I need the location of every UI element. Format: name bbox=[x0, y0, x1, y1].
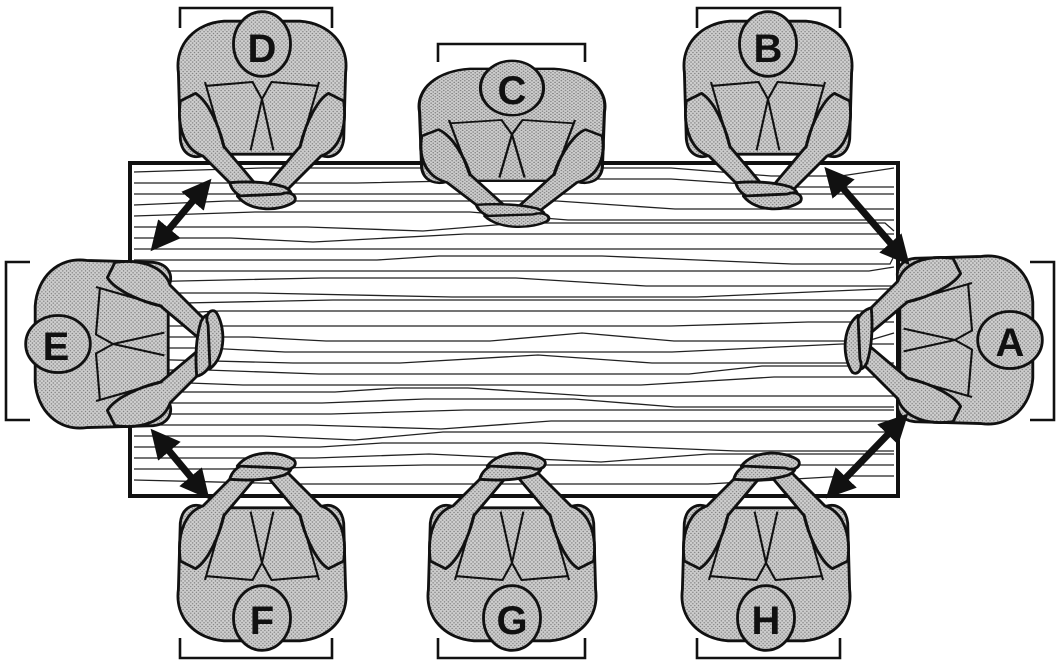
wood-grain-line bbox=[134, 409, 894, 415]
wood-grain-line bbox=[134, 398, 894, 408]
wood-grain-line bbox=[134, 387, 894, 397]
chair-g bbox=[436, 638, 587, 660]
person-h: H bbox=[680, 451, 852, 652]
person-c: C bbox=[417, 59, 607, 229]
wood-grain-line bbox=[133, 354, 894, 364]
chairs bbox=[4, 6, 1056, 660]
wood-grain-line bbox=[134, 365, 894, 375]
chair-d bbox=[178, 6, 334, 28]
chair-f bbox=[178, 638, 334, 660]
clearance-arrows bbox=[150, 166, 910, 500]
seat-label-a: A bbox=[996, 321, 1025, 365]
seat-label-c: C bbox=[498, 69, 527, 113]
wood-grain-line bbox=[134, 442, 894, 452]
wood-grain-line bbox=[134, 420, 894, 430]
seat-label-g: G bbox=[496, 599, 527, 643]
person-f: F bbox=[176, 451, 348, 652]
seat-label-f: F bbox=[250, 599, 274, 643]
double-headed-arrow-icon bbox=[150, 428, 210, 500]
double-headed-arrow-icon bbox=[825, 413, 909, 499]
person-e: E bbox=[24, 258, 225, 430]
wood-grain-line bbox=[134, 266, 895, 272]
wood-grain-line bbox=[133, 299, 894, 305]
seat-label-d: D bbox=[248, 27, 277, 71]
chair-h bbox=[695, 638, 842, 660]
wood-grain-line bbox=[133, 211, 894, 221]
seat-label-b: B bbox=[754, 27, 783, 71]
person-b: B bbox=[682, 10, 854, 211]
double-headed-arrow-icon bbox=[824, 166, 910, 266]
wood-grain-line bbox=[134, 321, 894, 327]
chair-e bbox=[4, 260, 30, 422]
wood-grain-line bbox=[134, 288, 894, 298]
person-g: G bbox=[426, 451, 598, 652]
double-headed-arrow-icon bbox=[150, 178, 212, 252]
wood-grain-line bbox=[133, 376, 894, 386]
person-a: A bbox=[843, 254, 1044, 426]
wood-grain-line bbox=[134, 332, 895, 342]
wood-grain-line bbox=[133, 310, 894, 316]
wood-grain-line bbox=[134, 233, 894, 243]
person-d: D bbox=[176, 10, 348, 211]
seat-label-e: E bbox=[43, 325, 70, 369]
seat-label-h: H bbox=[752, 599, 781, 643]
wood-grain-line bbox=[133, 277, 894, 287]
chair-b bbox=[695, 6, 842, 28]
chair-c bbox=[436, 42, 587, 62]
wood-grain-line bbox=[134, 431, 894, 441]
chair-a bbox=[1030, 260, 1056, 422]
